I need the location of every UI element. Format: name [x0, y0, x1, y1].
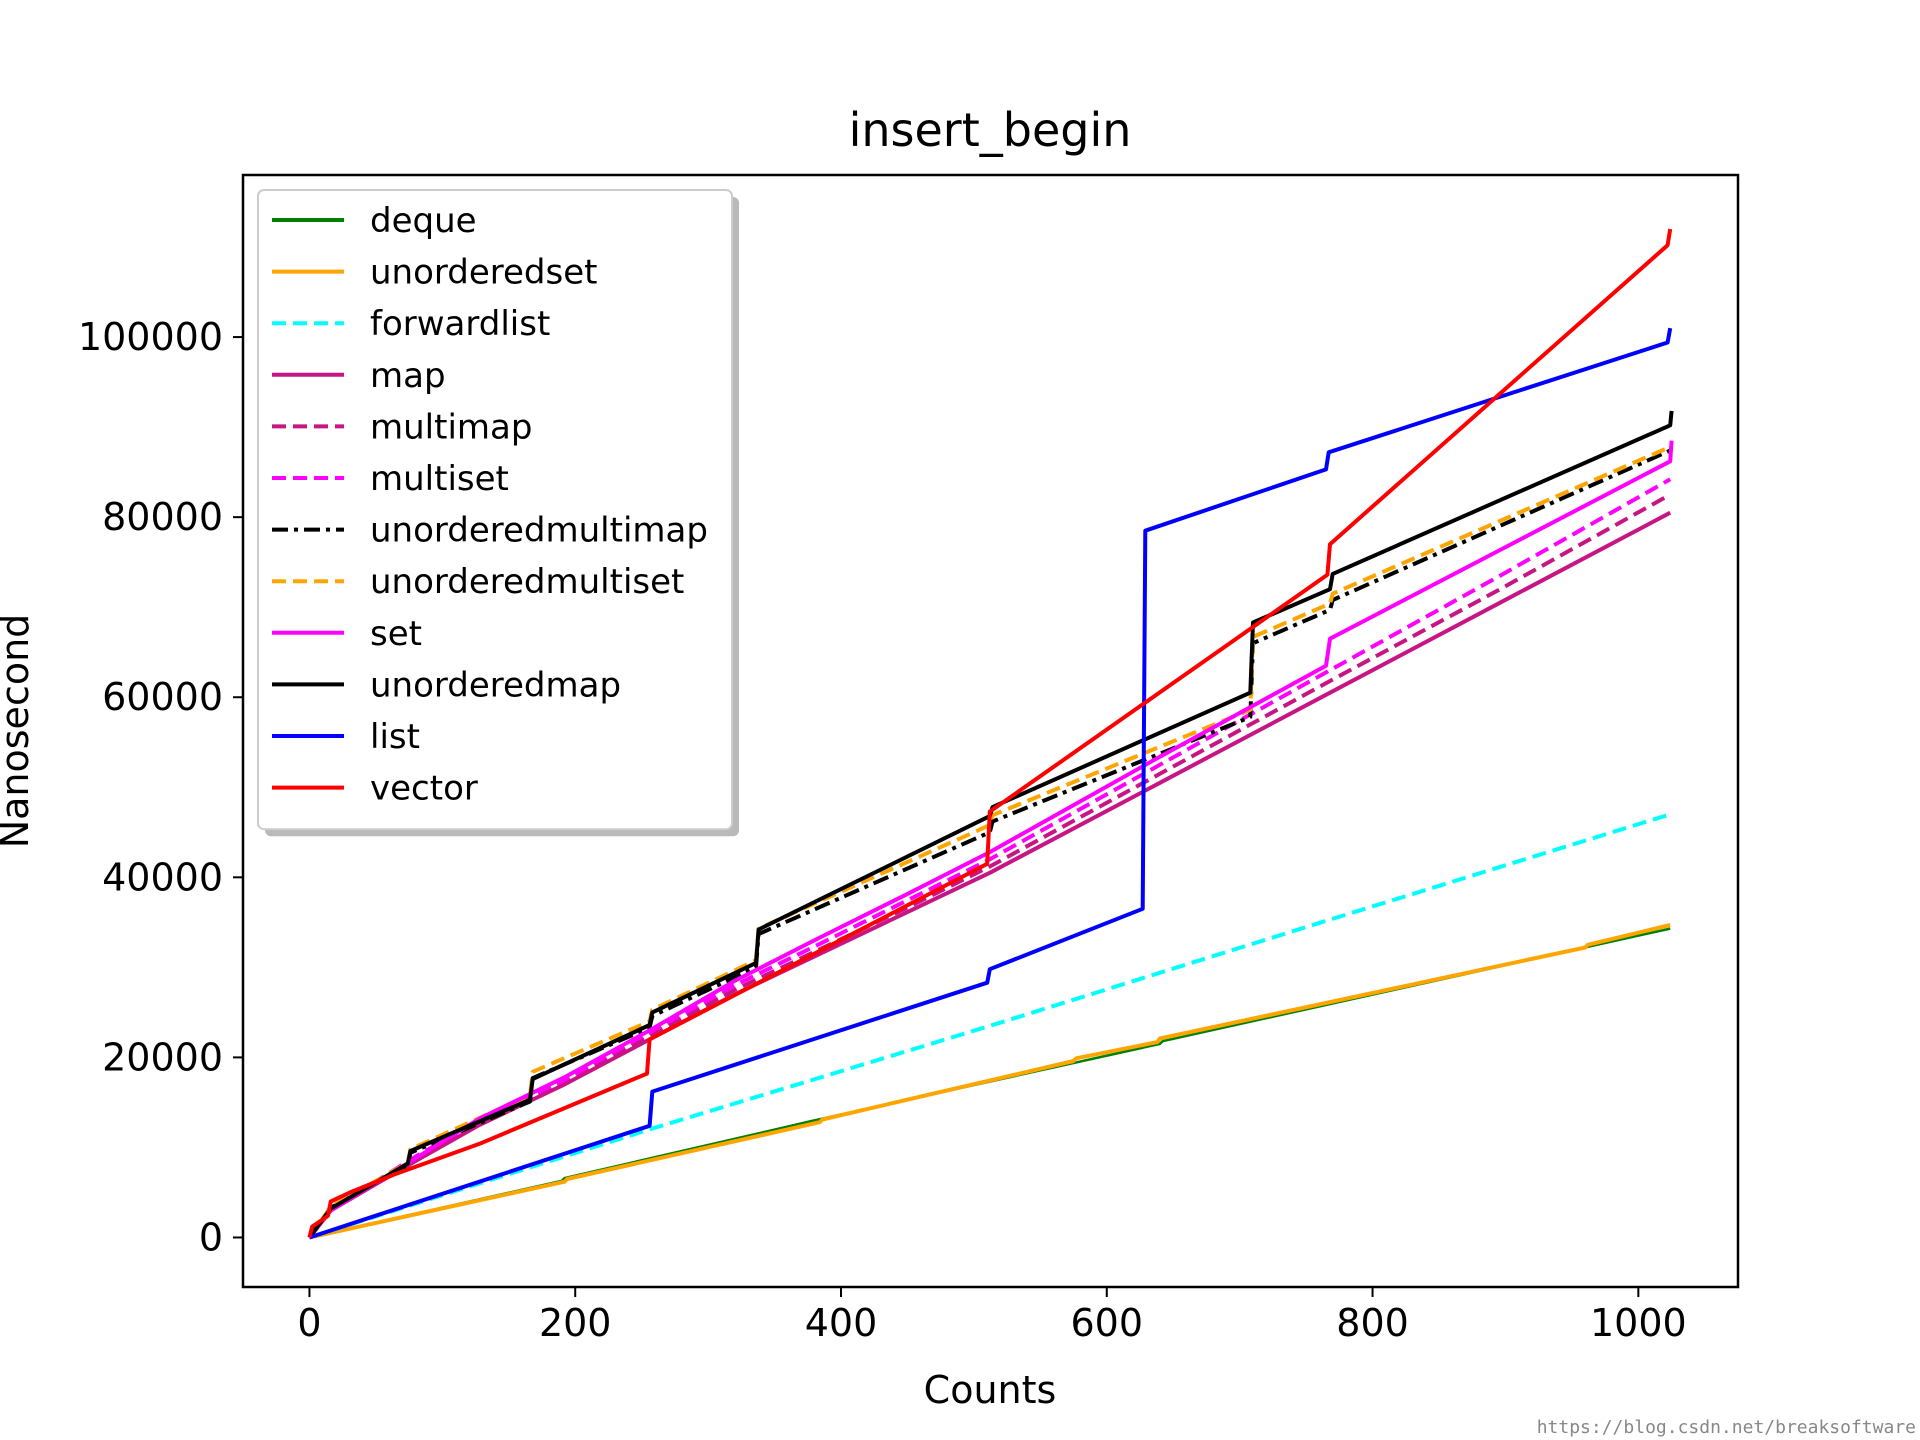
legend-label-unorderedmap: unorderedmap [370, 665, 621, 705]
legend-label-unorderedset: unorderedset [370, 253, 597, 293]
legend-label-map: map [370, 356, 446, 396]
legend-label-multiset: multiset [370, 459, 509, 499]
y-tick-label: 20000 [102, 1035, 223, 1079]
legend-label-set: set [370, 614, 422, 654]
legend-label-deque: deque [370, 201, 477, 241]
legend-label-vector: vector [370, 769, 478, 809]
series-line-unorderedset [308, 923, 1671, 1240]
y-tick-label: 60000 [102, 675, 223, 719]
plot-frame [241, 173, 1740, 1289]
y-axis: 0 20000 40000 60000 80000 100000 [78, 315, 243, 1259]
legend-box [257, 189, 733, 831]
series-line-unorderedmap [307, 410, 1674, 1239]
x-axis-label: Counts [924, 1368, 1057, 1412]
legend-label-list: list [370, 717, 420, 757]
y-axis-label: Nanosecond [0, 614, 37, 849]
legend-label-unorderedmultiset: unorderedmultiset [370, 562, 684, 602]
y-tick-label: 0 [199, 1215, 223, 1259]
watermark-text: https://blog.csdn.net/breaksoftware [1537, 1417, 1916, 1438]
chart-title: insert_begin [849, 103, 1132, 157]
y-tick-label: 40000 [102, 855, 223, 899]
x-tick-label: 0 [297, 1301, 321, 1345]
series-line-list [308, 327, 1673, 1240]
legend-label-forwardlist: forwardlist [370, 304, 550, 344]
x-tick-label: 600 [1071, 1301, 1144, 1345]
x-tick-label: 1000 [1590, 1301, 1687, 1345]
series-line-forwardlist [308, 812, 1671, 1240]
y-tick-label: 100000 [78, 315, 223, 359]
x-tick-label: 400 [805, 1301, 878, 1345]
legend-label-unorderedmultimap: unorderedmultimap [370, 511, 708, 551]
x-tick-label: 800 [1336, 1301, 1409, 1345]
x-tick-label: 200 [539, 1301, 612, 1345]
x-axis: 0 200 400 600 800 1000 [297, 1287, 1687, 1345]
legend-label-multimap: multimap [370, 407, 532, 447]
series-layer [307, 228, 1674, 1240]
series-line-set [307, 440, 1674, 1239]
y-tick-label: 80000 [102, 495, 223, 539]
series-line-vector [307, 228, 1673, 1238]
legend: deque unorderedset forwardlist map multimap m… [257, 189, 739, 837]
